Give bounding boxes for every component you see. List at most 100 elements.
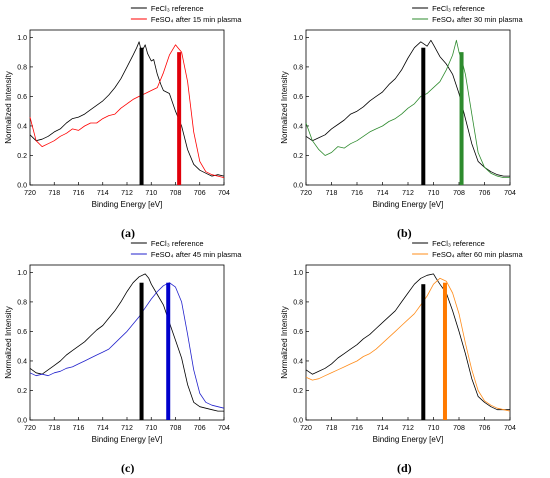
x-tick-label: 716 [351, 190, 363, 197]
peak-marker-1 [421, 47, 426, 185]
y-tick-label: 0.6 [293, 329, 303, 336]
x-axis-label: Binding Energy [eV] [373, 200, 444, 209]
y-tick-label: 0.0 [293, 183, 303, 190]
series-line-2 [305, 277, 511, 412]
x-tick-label: 720 [24, 190, 36, 197]
x-tick-label: 704 [218, 190, 230, 197]
x-tick-label: 708 [453, 425, 465, 432]
x-tick-label: 708 [170, 190, 182, 197]
y-tick-label: 0.2 [17, 388, 27, 395]
y-tick-label: 0.8 [17, 299, 27, 306]
x-tick-label: 706 [479, 425, 491, 432]
x-tick-label: 708 [170, 425, 182, 432]
y-tick-label: 0.2 [17, 153, 27, 160]
x-tick-label: 720 [300, 425, 312, 432]
y-axis-label: Normalized Intensity [280, 71, 289, 143]
series-line-1 [29, 273, 224, 412]
x-tick-label: 706 [479, 190, 491, 197]
x-tick-label: 704 [218, 425, 230, 432]
chart-panel-4: 720 718 716 714 712 710 708 706 704 0.0 0.2 0.4 0.6 0… [280, 239, 524, 444]
legend: FeCl₃ reference FeSO₄ after 60 min plasma [412, 239, 524, 259]
x-tick-label: 710 [145, 425, 157, 432]
x-axis-label: Binding Energy [eV] [373, 435, 444, 444]
panel-label-a: (a) [121, 226, 135, 240]
y-axis-label: Normalized Intensity [280, 306, 289, 378]
panel-label-c: (c) [121, 461, 135, 475]
plot-frame [29, 264, 225, 421]
x-tick-label: 708 [453, 190, 465, 197]
x-tick-label: 720 [24, 425, 36, 432]
x-tick-label: 710 [428, 425, 440, 432]
x-tick-label: 718 [326, 190, 338, 197]
x-axis-label: Binding Energy [eV] [92, 435, 163, 444]
legend-entry: FeSO₄ after 15 min plasma [151, 15, 242, 24]
legend-entry: FeSO₄ after 30 min plasma [432, 15, 523, 24]
y-tick-label: 0.8 [17, 64, 27, 71]
plot-frame [305, 29, 511, 186]
x-tick-label: 712 [402, 190, 414, 197]
x-tick-label: 714 [377, 425, 389, 432]
peak-marker-2 [166, 282, 171, 420]
y-tick-label: 0.2 [293, 388, 303, 395]
legend-entry: FeCl₃ reference [432, 239, 485, 248]
y-tick-label: 0.0 [293, 418, 303, 425]
y-tick-label: 1.0 [17, 35, 27, 42]
x-tick-label: 712 [402, 425, 414, 432]
peak-marker-2 [459, 52, 464, 186]
chart-panel-1: 720 718 716 714 712 710 708 706 704 0.0 0.2 0.4 0.6 0… [4, 4, 242, 209]
y-tick-label: 0.6 [17, 329, 27, 336]
y-tick-label: 0.8 [293, 299, 303, 306]
legend: FeCl₃ reference FeSO₄ after 15 min plasma [130, 4, 242, 24]
series-line-1 [305, 273, 510, 411]
y-tick-label: 0.4 [293, 123, 303, 130]
x-tick-label: 718 [326, 425, 338, 432]
x-tick-label: 712 [121, 425, 133, 432]
series-line-2 [305, 39, 510, 179]
legend-entry: FeCl₃ reference [151, 239, 204, 248]
legend-entry: FeCl₃ reference [151, 4, 204, 13]
x-tick-label: 716 [73, 425, 85, 432]
y-tick-label: 0.4 [293, 358, 303, 365]
legend: FeCl₃ reference FeSO₄ after 30 min plasma [412, 4, 524, 24]
series-line-1 [29, 41, 225, 177]
chart-panel-3: 720 718 716 714 712 710 708 706 704 0.0 0.2 0.4 0.6 0… [4, 239, 242, 444]
peak-marker-1 [139, 282, 144, 420]
x-tick-label: 704 [504, 425, 516, 432]
peak-marker-1 [421, 284, 426, 420]
x-tick-label: 710 [428, 190, 440, 197]
legend-entry: FeSO₄ after 60 min plasma [432, 250, 523, 259]
x-tick-label: 706 [194, 190, 206, 197]
y-tick-label: 1.0 [293, 270, 303, 277]
plot-frame [29, 29, 225, 186]
y-tick-label: 0.8 [293, 64, 303, 71]
series-line-2 [29, 282, 225, 409]
x-axis-label: Binding Energy [eV] [92, 200, 163, 209]
x-tick-label: 714 [97, 425, 109, 432]
panel-label-d: (d) [397, 461, 412, 475]
chart-panel-2: 720 718 716 714 712 710 708 706 704 0.0 0.2 0.4 0.6 0… [280, 4, 524, 209]
y-tick-label: 0.6 [17, 94, 27, 101]
x-tick-label: 714 [97, 190, 109, 197]
x-tick-label: 704 [504, 190, 516, 197]
x-tick-label: 718 [48, 190, 60, 197]
x-tick-label: 720 [300, 190, 312, 197]
legend-entry: FeSO₄ after 45 min plasma [151, 250, 242, 259]
y-tick-label: 0.6 [293, 94, 303, 101]
y-tick-label: 1.0 [293, 35, 303, 42]
peak-marker-2 [177, 52, 182, 186]
y-tick-label: 0.4 [17, 123, 27, 130]
x-tick-label: 714 [377, 190, 389, 197]
peak-marker-1 [139, 47, 144, 185]
x-tick-label: 718 [48, 425, 60, 432]
peak-marker-2 [442, 282, 447, 420]
legend: FeCl₃ reference FeSO₄ after 45 min plasma [130, 239, 242, 259]
series-line-1 [305, 39, 510, 177]
plot-frame [305, 264, 511, 421]
x-tick-label: 716 [73, 190, 85, 197]
x-tick-label: 712 [121, 190, 133, 197]
y-tick-label: 0.4 [17, 358, 27, 365]
y-tick-label: 1.0 [17, 270, 27, 277]
x-tick-label: 716 [351, 425, 363, 432]
y-tick-label: 0.0 [17, 183, 27, 190]
